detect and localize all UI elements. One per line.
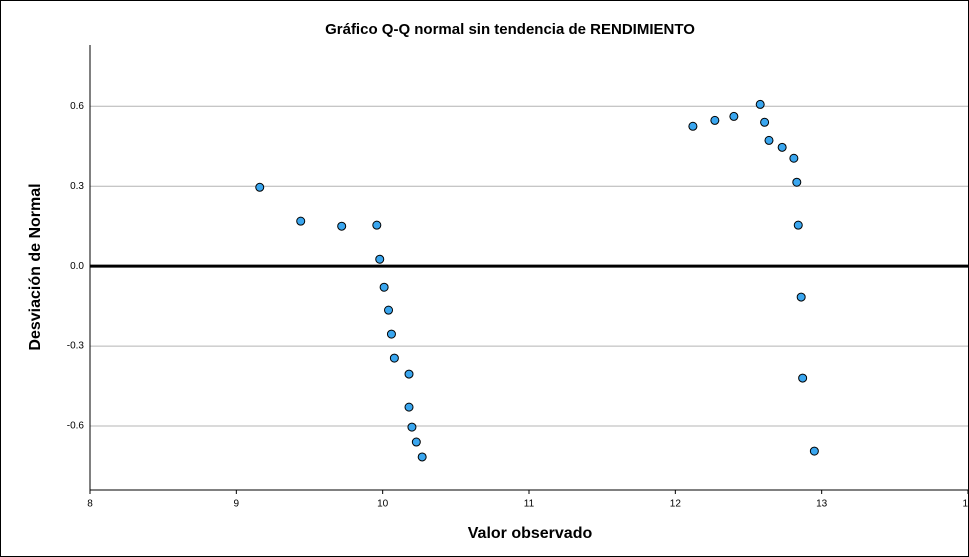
point (372, 220, 382, 230)
point (296, 216, 306, 226)
point (798, 373, 808, 383)
y-tick-label: -0.6 (67, 421, 85, 432)
point (404, 369, 414, 379)
point (384, 305, 394, 315)
point (404, 402, 414, 412)
point (809, 446, 819, 456)
y-tick-label: -0.3 (67, 341, 85, 352)
point (755, 99, 765, 109)
point (375, 254, 385, 264)
point (337, 221, 347, 231)
y-tick-label: 0.6 (70, 101, 84, 112)
point (688, 121, 698, 131)
point (764, 135, 774, 145)
y-tick-label: 0.3 (70, 181, 84, 192)
x-tick-label: 14 (962, 499, 969, 510)
point (710, 115, 720, 125)
x-tick-label: 10 (377, 499, 389, 510)
x-tick-label: 9 (234, 499, 240, 510)
chart-title: Gráfico Q-Q normal sin tendencia de REND… (325, 21, 695, 38)
point (729, 111, 739, 121)
x-tick-label: 13 (816, 499, 828, 510)
x-tick-label: 8 (87, 499, 93, 510)
point (386, 329, 396, 339)
point (411, 437, 421, 447)
x-tick-label: 12 (670, 499, 682, 510)
point (407, 422, 417, 432)
point (789, 153, 799, 163)
point (792, 177, 802, 187)
point (255, 182, 265, 192)
y-tick-label: 0.0 (70, 261, 84, 272)
point (417, 452, 427, 462)
x-axis-title: Valor observado (468, 525, 593, 542)
point (389, 353, 399, 363)
point (777, 142, 787, 152)
x-tick-label: 11 (524, 499, 535, 510)
point (793, 220, 803, 230)
point (379, 282, 389, 292)
point (796, 292, 806, 302)
y-axis-title: Desviación de Normal (27, 183, 44, 350)
point (760, 117, 770, 127)
